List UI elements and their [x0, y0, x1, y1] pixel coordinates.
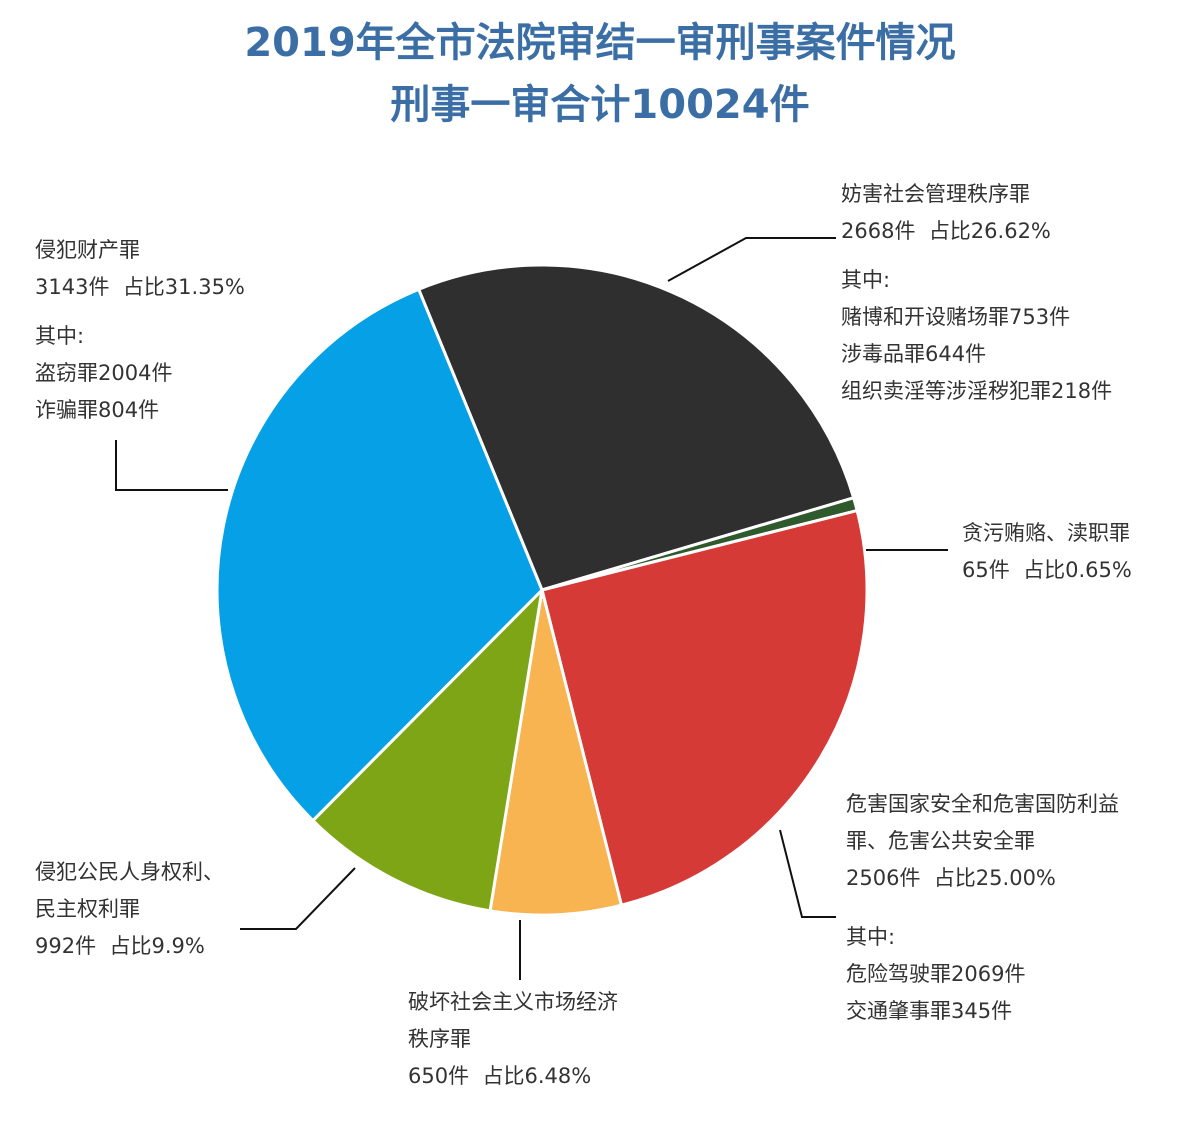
- slice-name-line: 破坏社会主义市场经济: [408, 990, 618, 1014]
- slice-sub-title: 其中:: [35, 324, 85, 348]
- slice-label-market-economy: 破坏社会主义市场经济 秩序罪 650件 占比6.48%: [408, 984, 618, 1095]
- pie-slice-social-order: [417, 263, 856, 592]
- slice-sub-item: 盗窃罪2004件: [35, 361, 173, 385]
- slice-count-percent: 2668件 占比26.62%: [841, 213, 1112, 250]
- slice-label-corruption: 贪污贿赂、渎职罪 65件 占比0.65%: [962, 515, 1132, 589]
- pie-slice-personal-rights: [311, 588, 544, 913]
- slice-percent: 占比6.48%: [482, 1064, 592, 1088]
- leader-property: [115, 440, 228, 491]
- slice-percent: 占比26.62%: [928, 219, 1051, 243]
- slice-percent: 占比9.9%: [109, 934, 205, 958]
- slice-name-line: 民主权利罪: [35, 897, 140, 921]
- slice-percent: 占比0.65%: [1023, 558, 1132, 582]
- slice-name: 妨害社会管理秩序罪: [841, 182, 1030, 206]
- slice-count-percent: 65件 占比0.65%: [962, 552, 1132, 589]
- slice-percent: 占比31.35%: [122, 275, 245, 299]
- leader-social-order: [667, 237, 836, 282]
- pie-slice-property: [215, 287, 544, 823]
- slice-sub-item: 赌博和开设赌场罪753件: [841, 305, 1071, 329]
- slice-name: 侵犯财产罪: [35, 238, 140, 262]
- slice-count-percent: 2506件 占比25.00%: [846, 860, 1119, 897]
- slice-count: 65件: [962, 558, 1010, 582]
- slice-label-social-order: 妨害社会管理秩序罪 2668件 占比26.62% 其中: 赌博和开设赌场罪753…: [841, 176, 1112, 410]
- slice-label-personal-rights: 侵犯公民人身权利、 民主权利罪 992件 占比9.9%: [35, 854, 224, 965]
- leader-lines: [115, 237, 948, 980]
- slice-count-percent: 992件 占比9.9%: [35, 928, 224, 965]
- slice-sub-title: 其中:: [841, 268, 891, 292]
- slice-count: 2668件: [841, 219, 916, 243]
- slice-name-line: 危害国家安全和危害国防利益: [846, 792, 1119, 816]
- slice-label-public-security: 危害国家安全和危害国防利益 罪、危害公共安全罪 2506件 占比25.00% 其…: [846, 786, 1119, 1030]
- slice-count-percent: 3143件 占比31.35%: [35, 269, 245, 306]
- slice-sub-title: 其中:: [846, 925, 896, 949]
- slice-name-line: 秩序罪: [408, 1027, 471, 1051]
- slice-percent: 占比25.00%: [933, 866, 1056, 890]
- chart-subtitle: 刑事一审合计10024件: [390, 82, 810, 128]
- slice-sub-item: 组织卖淫等涉淫秽犯罪218件: [841, 379, 1113, 403]
- slice-count: 992件: [35, 934, 97, 958]
- slice-name-line: 罪、危害公共安全罪: [846, 829, 1035, 853]
- slice-name-line: 侵犯公民人身权利、: [35, 860, 224, 884]
- slice-name: 贪污贿赂、渎职罪: [962, 521, 1130, 545]
- slice-sub-item: 交通肇事罪345件: [846, 999, 1013, 1023]
- pie-slice-market-economy: [488, 588, 623, 917]
- leader-personal-rights: [240, 867, 356, 930]
- slice-count: 650件: [408, 1064, 470, 1088]
- slice-count: 2506件: [846, 866, 921, 890]
- pie-slice-public-security: [540, 509, 869, 907]
- slice-label-property: 侵犯财产罪 3143件 占比31.35% 其中: 盗窃罪2004件 诈骗罪804…: [35, 232, 245, 429]
- chart-title: 2019年全市法院审结一审刑事案件情况: [244, 20, 956, 66]
- slice-sub-item: 危险驾驶罪2069件: [846, 962, 1026, 986]
- slice-count: 3143件: [35, 275, 110, 299]
- slice-count-percent: 650件 占比6.48%: [408, 1058, 618, 1095]
- slice-sub-item: 涉毒品罪644件: [841, 342, 987, 366]
- leader-public-security: [779, 829, 836, 918]
- slice-sub-item: 诈骗罪804件: [35, 398, 160, 422]
- pie-slices: [215, 263, 869, 917]
